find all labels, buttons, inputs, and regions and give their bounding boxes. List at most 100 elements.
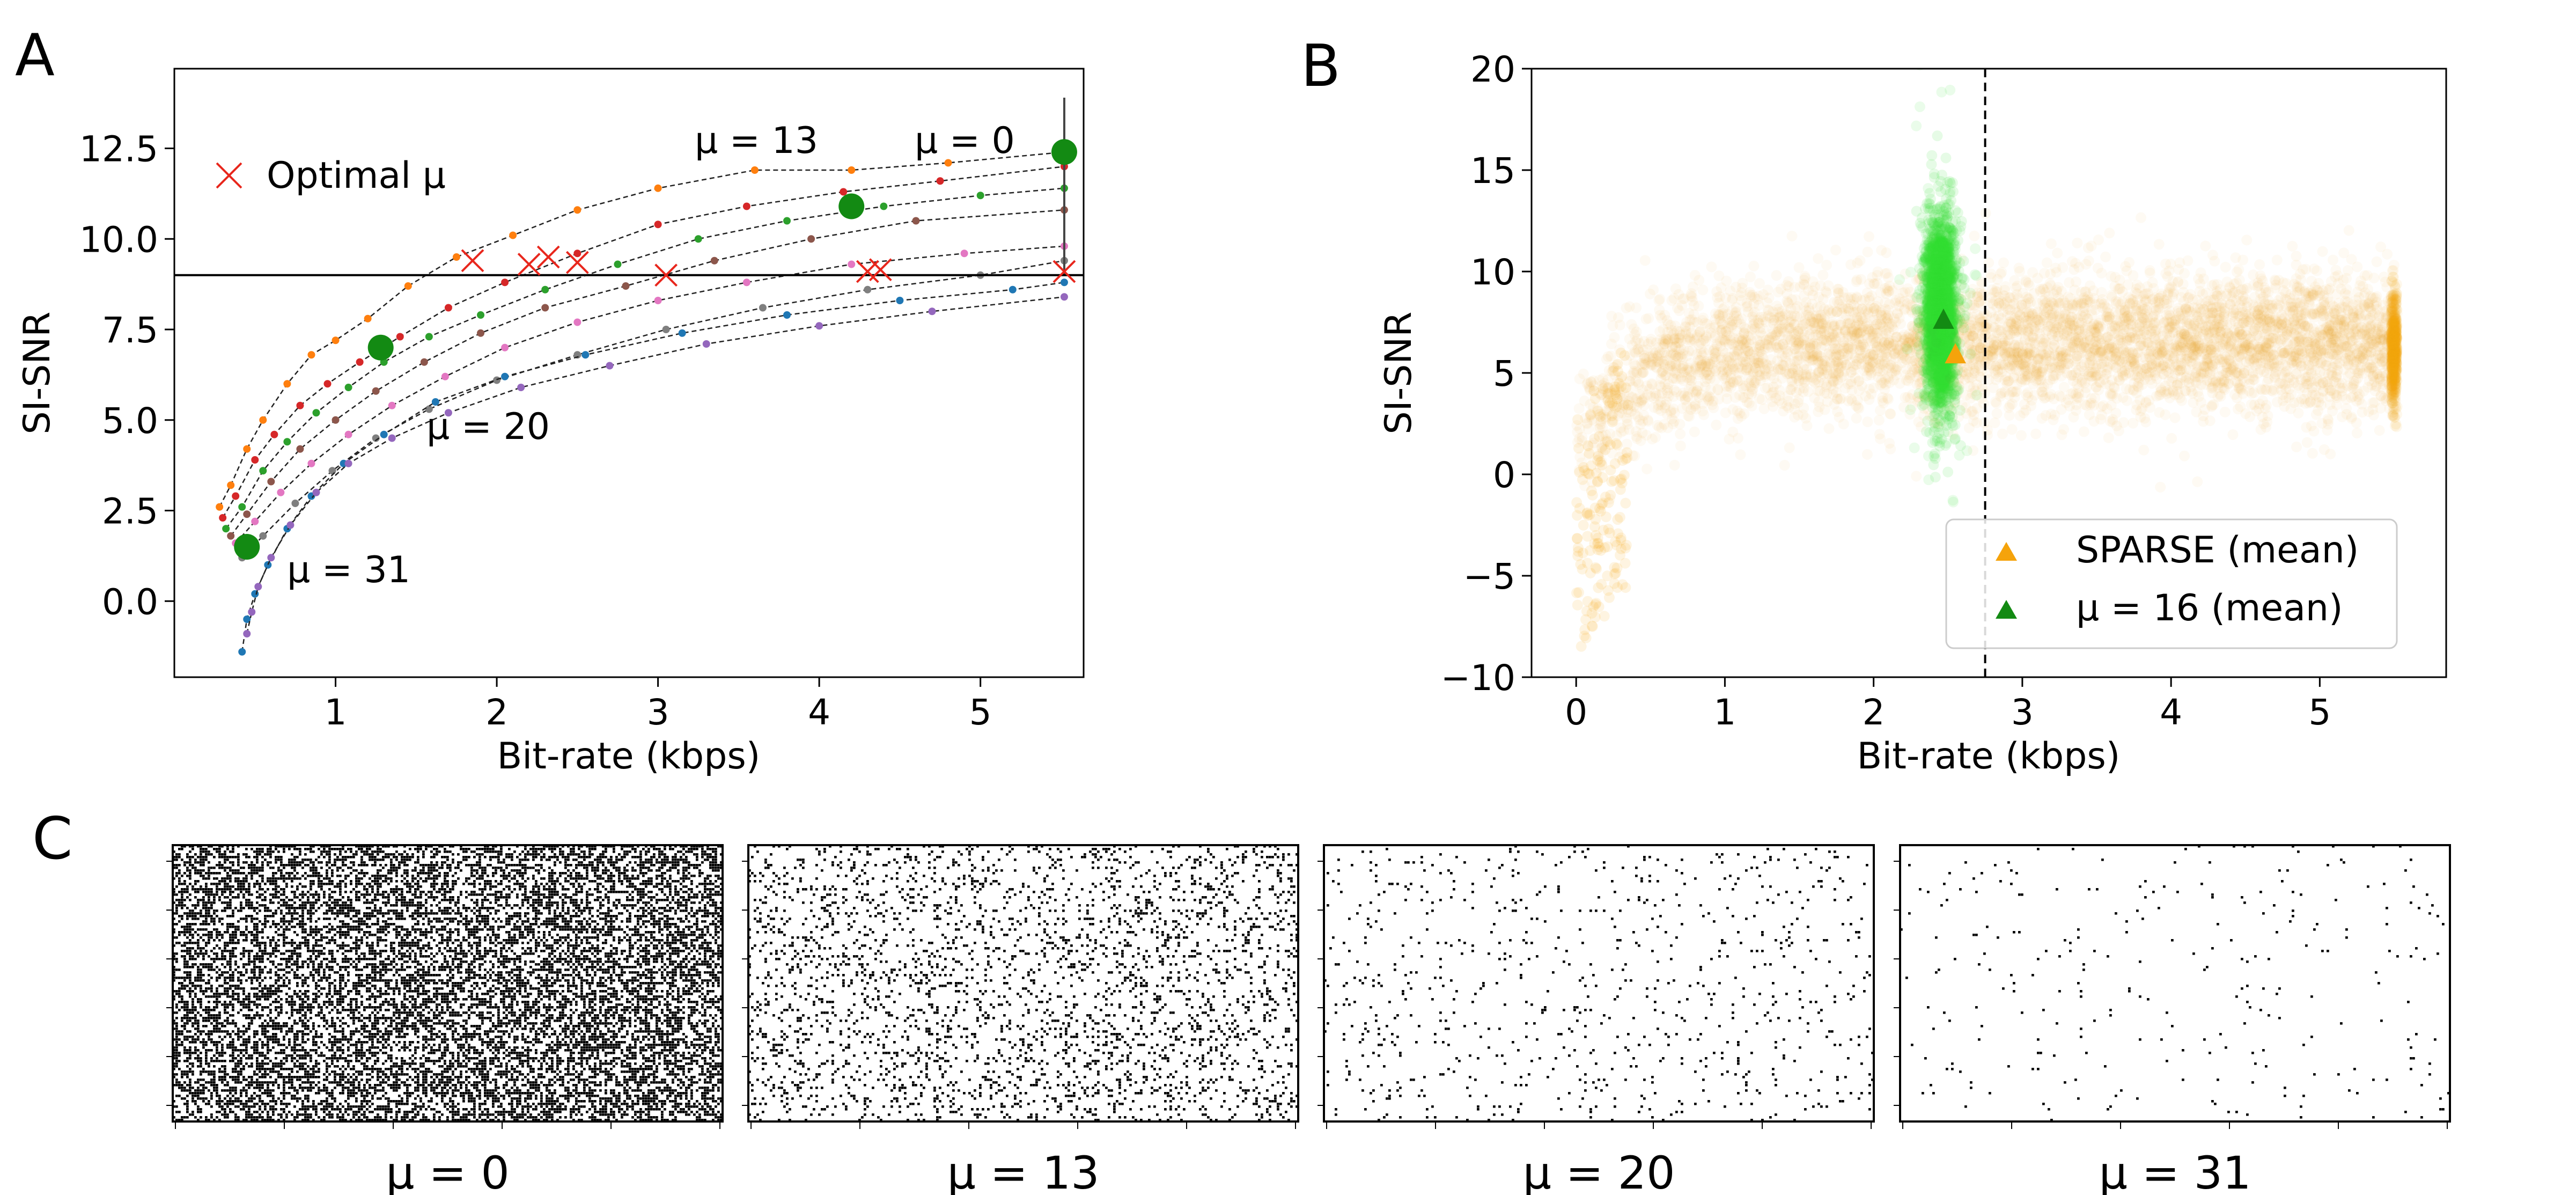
- series-point: [960, 250, 968, 258]
- series-point: [452, 253, 460, 261]
- optimal-mu-marker: [654, 263, 678, 287]
- y-tick-label: 7.5: [102, 310, 158, 351]
- x-tick-label: 3: [2011, 692, 2034, 733]
- raster-1: μ = 13: [742, 844, 1299, 1195]
- panel-a-legend-label: Optimal μ: [267, 155, 446, 197]
- series-point: [267, 478, 275, 486]
- series-point: [710, 256, 718, 265]
- panel-a-frame: [173, 68, 1085, 678]
- series-point: [243, 630, 251, 637]
- series-point: [606, 362, 614, 370]
- series-point: [573, 351, 582, 359]
- series-point: [477, 329, 485, 337]
- panel-c-rasters: μ = 0 μ = 13 μ = 20 μ = 31: [166, 844, 2451, 1195]
- series-point: [232, 492, 240, 500]
- optimal-mu-marker: [869, 258, 892, 282]
- series-point: [759, 304, 767, 312]
- series-point: [344, 430, 352, 438]
- spike-raster: [1900, 845, 2450, 1121]
- y-tick-label: 20: [1470, 49, 1515, 90]
- series-point: [396, 333, 404, 341]
- optimal-mu-marker: [517, 253, 541, 276]
- x-tick-label: 2: [485, 692, 508, 733]
- x-tick-label: 5: [969, 692, 992, 733]
- x-tick-label: 2: [1863, 692, 1885, 733]
- series-point: [264, 561, 272, 569]
- series-point: [404, 282, 412, 290]
- series-point: [259, 532, 267, 540]
- series-point: [286, 521, 295, 529]
- series-point: [896, 297, 904, 304]
- series-point: [380, 430, 388, 438]
- series-point: [477, 311, 485, 319]
- raster-label: μ = 31: [2099, 1147, 2251, 1195]
- series-point: [283, 438, 291, 446]
- series-point: [344, 459, 352, 467]
- legend-label-mu16: μ = 16 (mean): [2076, 587, 2343, 629]
- x-tick-label: 4: [808, 692, 830, 733]
- highlight-point: [838, 193, 865, 219]
- series-line-0: [218, 151, 1065, 508]
- raster-3: μ = 31: [1894, 844, 2451, 1195]
- series-point: [976, 192, 984, 200]
- panel-a-xlabel: Bit-rate (kbps): [497, 735, 761, 778]
- panel-letter-c: C: [32, 805, 72, 873]
- series-point: [444, 304, 452, 312]
- series-point: [573, 318, 582, 326]
- series-point: [509, 231, 517, 239]
- legend-marker-mu16: [1996, 600, 2017, 619]
- panel-a-legend: Optimal μ: [216, 155, 446, 197]
- series-point: [312, 409, 320, 417]
- series-point: [441, 372, 449, 380]
- y-tick-label: −10: [1441, 657, 1515, 699]
- y-tick-label: 5: [1493, 353, 1515, 394]
- series-line-5: [241, 260, 1065, 559]
- x-tick-label: 5: [2308, 692, 2331, 733]
- panel-b-chart: 0 1 2 3 4 5 −10 −5 0 5 10 15 20 Bit-rate (kbps) SI-…: [1378, 49, 2447, 778]
- series-line-2: [225, 187, 1065, 530]
- raster-label: μ = 20: [1522, 1147, 1675, 1195]
- series-point: [864, 285, 872, 294]
- x-tick-label: 4: [2160, 692, 2182, 733]
- optimal-mu-marker: [461, 249, 484, 273]
- series-point: [750, 166, 759, 174]
- series-point: [243, 615, 251, 623]
- series-point: [243, 510, 251, 518]
- y-tick-label: 12.5: [79, 129, 158, 170]
- y-tick-label: 15: [1470, 150, 1515, 192]
- y-tick-label: 10: [1470, 252, 1515, 293]
- x-tick-label: 0: [1565, 692, 1587, 733]
- series-point: [267, 554, 275, 562]
- series-point: [420, 358, 428, 366]
- series-point: [517, 384, 525, 391]
- series-point: [501, 343, 509, 351]
- series-point: [654, 184, 662, 192]
- series-point: [1060, 293, 1068, 301]
- series-point: [372, 387, 380, 395]
- series-point: [307, 459, 315, 467]
- y-tick-label: 10.0: [79, 219, 158, 260]
- series-point: [243, 445, 251, 453]
- series-point: [323, 380, 332, 388]
- series-point: [742, 202, 750, 210]
- series-point: [1060, 278, 1068, 287]
- series-point: [848, 260, 856, 268]
- highlight-point: [234, 534, 260, 560]
- series-point: [614, 260, 622, 268]
- series-point: [425, 333, 433, 341]
- raster-label: μ = 13: [947, 1147, 1099, 1195]
- annotation-mu-0: μ = 0: [915, 120, 1015, 162]
- series-point: [332, 416, 340, 424]
- panel-b-legend: SPARSE (mean) μ = 16 (mean): [1945, 518, 2398, 649]
- series-point: [444, 409, 452, 417]
- series-point: [541, 285, 549, 294]
- annotation-mu-13: μ = 13: [695, 120, 818, 162]
- series-point: [328, 467, 336, 475]
- series-point: [654, 297, 662, 304]
- series-point: [227, 481, 235, 489]
- series-point: [662, 326, 670, 333]
- x-tick-label: 1: [325, 692, 347, 733]
- series-point: [928, 307, 936, 316]
- y-tick-label: 0.0: [102, 581, 158, 622]
- y-tick-label: 5.0: [102, 400, 158, 442]
